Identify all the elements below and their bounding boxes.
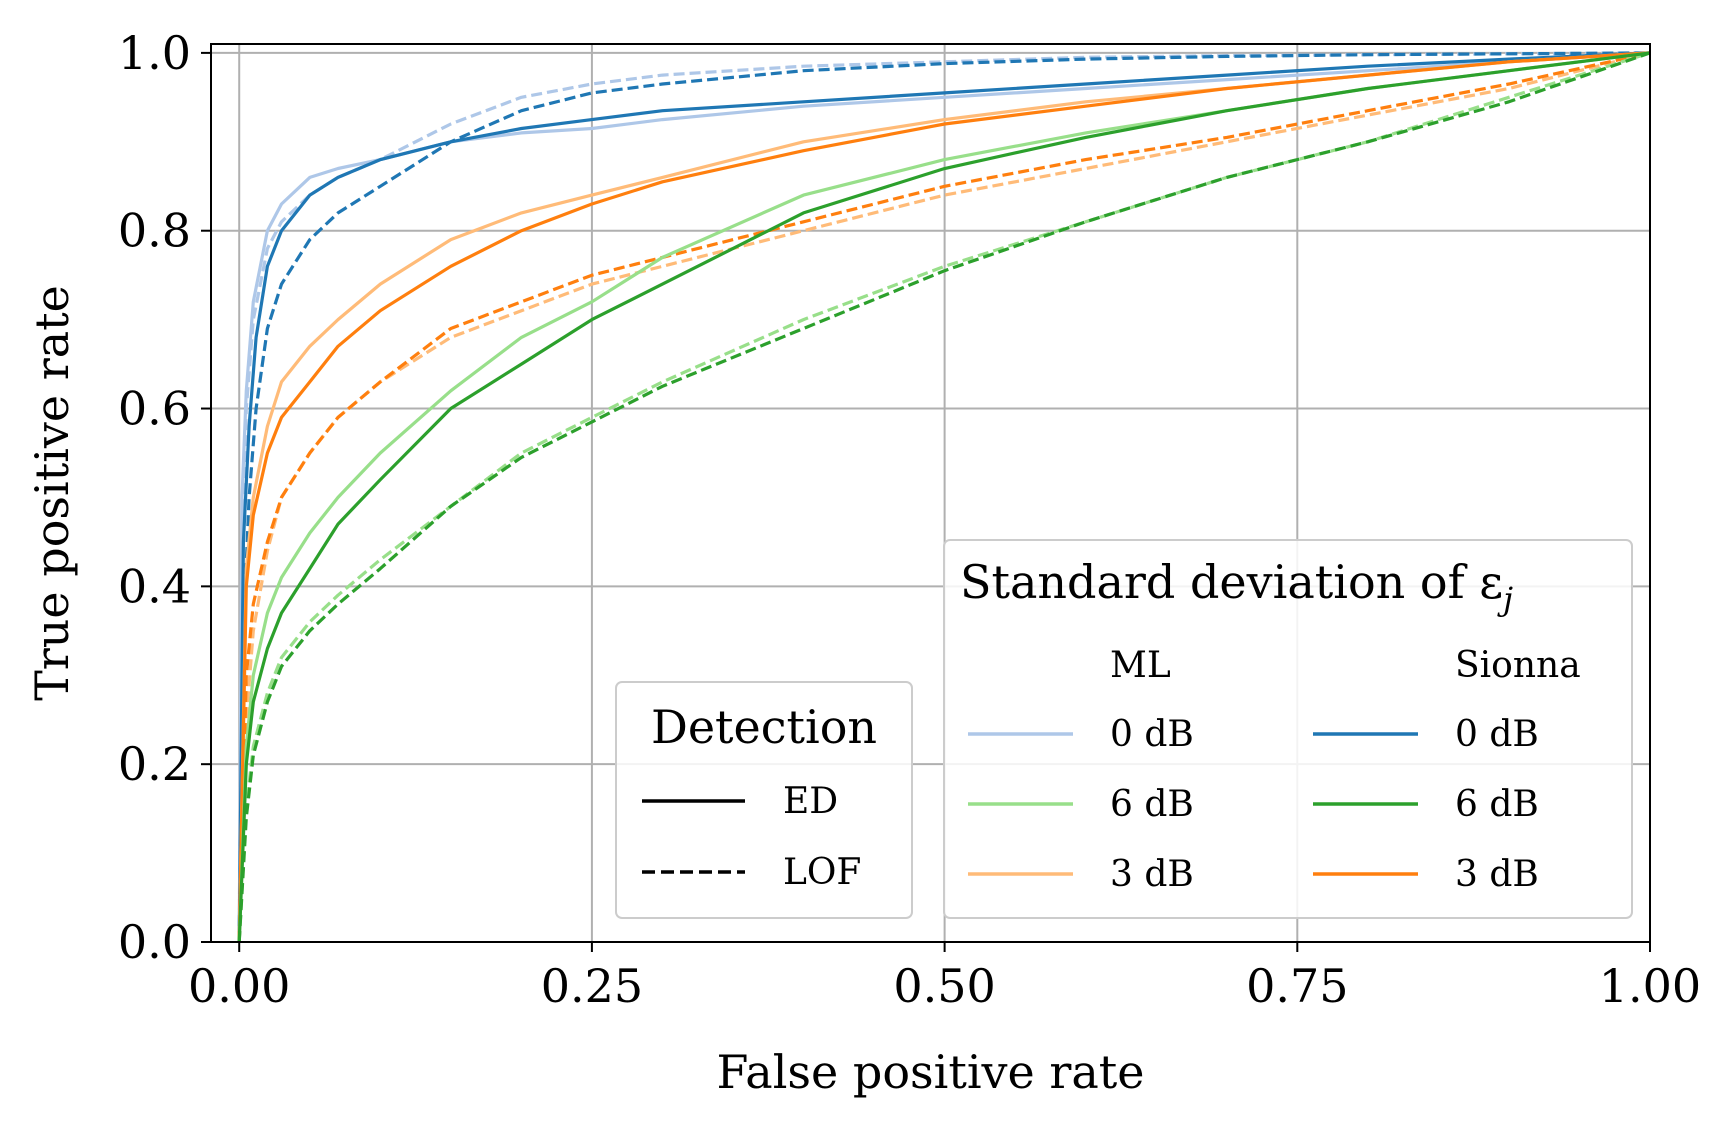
legend-detection-box (615, 681, 913, 919)
legend-ed-label: ED (783, 781, 838, 822)
legend-lof-label: LOF (783, 852, 861, 893)
legend-ml-3db-label: 3 dB (1110, 854, 1194, 895)
series-sionna-6db-lof (237, 51, 1651, 943)
series-sionna-0db-ed (237, 51, 1651, 943)
legend-std-title-text: Standard deviation of ε (960, 555, 1503, 609)
x-tick-label: 0.25 (541, 959, 643, 1013)
legend-sionna-6db-label: 6 dB (1455, 784, 1539, 825)
legend-ml-0db-label: 0 dB (1110, 714, 1194, 755)
series-sionna-3db-ed (237, 51, 1651, 943)
legend-ml-header: ML (1110, 645, 1171, 686)
series-sionna-3db-lof (237, 51, 1651, 943)
y-tick-label: 0.2 (118, 737, 191, 791)
series-ml-0db-ed (237, 51, 1651, 943)
x-tick-label: 1.00 (1599, 959, 1701, 1013)
series-lines (237, 51, 1651, 943)
x-tick-label: 0.50 (893, 959, 995, 1013)
legend-sionna-3db-label: 3 dB (1455, 854, 1539, 895)
legend-detection: Detection ED LOF (615, 681, 913, 919)
plot-frame (210, 43, 1651, 943)
y-tick-label: 0.8 (118, 204, 191, 258)
legend-sionna-header: Sionna (1455, 645, 1581, 686)
legend-ml-6db-label: 6 dB (1110, 784, 1194, 825)
x-axis-label: False positive rate (717, 1045, 1145, 1099)
series-sionna-6db-ed (237, 51, 1651, 943)
legend-std-box (943, 539, 1633, 919)
y-tick-label: 1.0 (118, 26, 191, 80)
legend-std-deviation: Standard deviation of εj ML Sionna 0 dB … (943, 539, 1633, 919)
series-ml-3db-lof (237, 51, 1651, 943)
series-sionna-0db-lof (237, 51, 1651, 943)
legend-sionna-0db-label: 0 dB (1455, 714, 1539, 755)
x-tick-label: 0.00 (188, 959, 290, 1013)
legend-detection-title: Detection (651, 700, 877, 754)
legend-std-title: Standard deviation of εj (960, 555, 1513, 618)
y-axis-label: True positive rate (25, 285, 79, 701)
axis-ticks: 0.00 0.25 0.50 0.75 1.00 0.0 0.2 0.4 0.6 0.8 1.0 (118, 26, 1701, 1013)
x-tick-label: 0.75 (1246, 959, 1348, 1013)
y-tick-label: 0.6 (118, 382, 191, 436)
y-tick-label: 0.0 (118, 915, 191, 969)
y-tick-label: 0.4 (118, 559, 191, 613)
